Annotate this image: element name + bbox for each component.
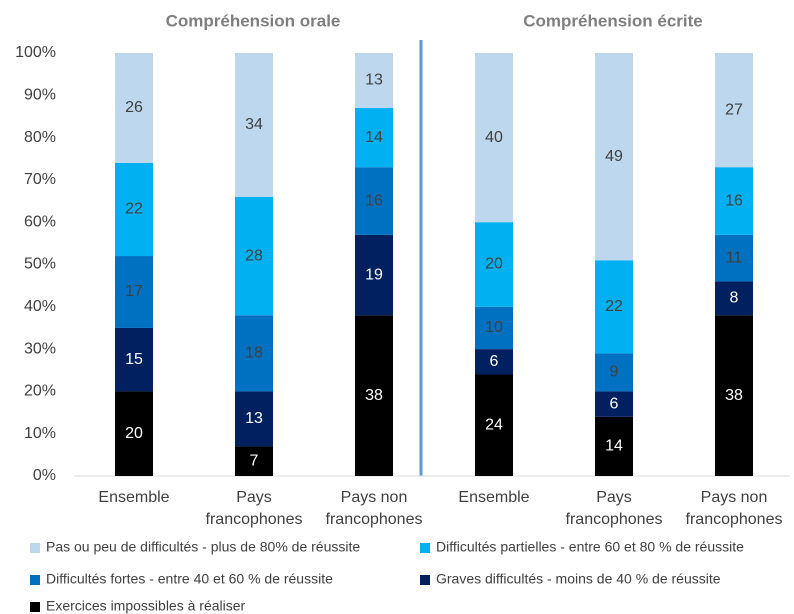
x-tick-label: Pays francophones [565,489,663,528]
bar-segment [355,315,393,476]
bar-segment [475,374,513,476]
bar-segment [715,167,753,235]
data-label: 15 [125,351,143,368]
data-label: 34 [245,116,263,133]
data-label: 13 [245,410,263,427]
bar-segment [235,391,273,447]
data-label: 16 [725,192,743,209]
data-label: 14 [365,129,383,146]
legend-swatch [420,575,430,585]
legend-label: Pas ou peu de difficultés - plus de 80% … [46,539,360,555]
group-title: Compréhension écrite [523,11,703,30]
data-label: 17 [125,283,143,300]
bar-segment [475,349,513,375]
bar-segment [595,260,633,354]
data-label: 16 [365,192,383,209]
bar-segment [355,167,393,235]
bar-segment [715,53,753,168]
bar-segment [115,162,153,257]
legend-swatch [30,602,40,612]
bar-segment [235,446,273,476]
bar-segment [595,391,633,417]
bar-segment [595,416,633,476]
bar-segment [475,53,513,223]
data-label: 38 [725,387,743,404]
data-label: 6 [610,395,619,412]
x-tick-label: Ensemble [98,489,170,506]
bar-segment [235,53,273,197]
data-label: 28 [245,247,263,264]
bar-segment [115,391,153,476]
y-tick-label: 40% [24,298,56,315]
data-label: 20 [125,425,143,442]
x-tick-label: Ensemble [458,489,530,506]
y-tick-label: 100% [15,44,56,61]
bar-segment [355,234,393,316]
data-label: 14 [605,438,623,455]
bar-segment [595,353,633,392]
bar-segment [475,222,513,307]
data-label: 40 [485,129,503,146]
data-label: 7 [250,452,259,469]
y-tick-label: 50% [24,256,56,273]
group-title: Compréhension orale [166,11,341,30]
data-label: 18 [245,345,263,362]
bar-segment [715,281,753,316]
x-tick-label: Pays non francophones [685,489,783,528]
y-tick-label: 30% [24,340,56,357]
y-tick-label: 10% [24,425,56,442]
data-label: 24 [485,416,503,433]
bar-segment [475,306,513,350]
bar-segment [355,107,393,168]
data-label: 6 [490,353,499,370]
bar-segment [115,327,153,392]
y-tick-label: 20% [24,383,56,400]
data-label: 49 [605,148,623,165]
data-label: 10 [485,319,503,336]
y-tick-label: 90% [24,87,56,104]
legend-label: Graves difficultés - moins de 40 % de ré… [436,571,721,587]
bar-segment [115,53,153,163]
bar-segment [715,315,753,476]
legend-swatch [30,575,40,585]
y-tick-label: 0% [33,467,56,484]
bar-segment [715,234,753,282]
x-tick-label: Pays francophones [205,489,303,528]
data-label: 13 [365,72,383,89]
legend-label: Difficultés fortes - entre 40 et 60 % de… [46,571,333,587]
data-label: 9 [610,364,619,381]
bar-segment [235,196,273,316]
data-label: 38 [365,387,383,404]
bar-segment [235,315,273,392]
data-label: 20 [485,256,503,273]
data-label: 22 [125,201,143,218]
y-tick-label: 70% [24,171,56,188]
data-label: 22 [605,298,623,315]
bar-segment [355,53,393,108]
data-label: 26 [125,99,143,116]
bar-segment [115,256,153,328]
data-label: 11 [726,249,743,266]
legend-swatch [420,543,430,553]
legend-swatch [30,543,40,553]
data-label: 8 [730,290,739,307]
data-label: 19 [365,266,383,283]
data-label: 27 [725,101,743,118]
x-tick-label: Pays non francophones [325,489,423,528]
y-tick-label: 80% [24,129,56,146]
bar-segment [595,53,633,261]
legend-label: Difficultés partielles - entre 60 et 80 … [436,539,744,555]
legend-label: Exercices impossibles à réaliser [46,598,246,614]
y-tick-label: 60% [24,213,56,230]
